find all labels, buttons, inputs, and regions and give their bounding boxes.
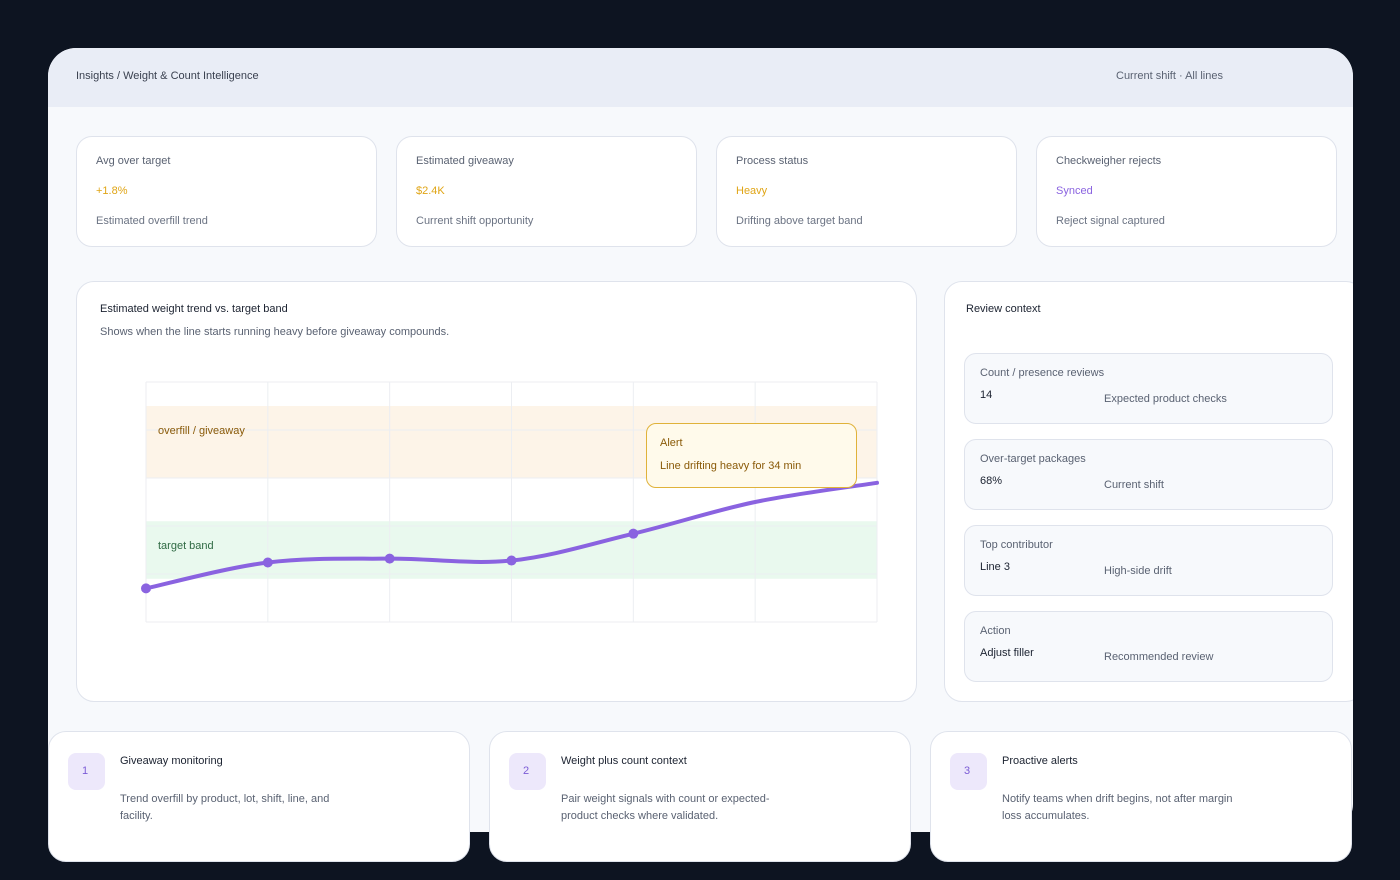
feature-card-proactive-alerts: 3 Proactive alerts Notify teams when dri… bbox=[930, 731, 1352, 862]
kpi-title: Avg over target bbox=[96, 155, 171, 167]
feature-title: Giveaway monitoring bbox=[120, 755, 223, 767]
app-window: Insights / Weight & Count Intelligence C… bbox=[48, 48, 1353, 832]
review-context-panel: Review context Count / presence reviews … bbox=[944, 281, 1353, 702]
review-item-action[interactable]: Action Adjust filler Recommended review bbox=[964, 611, 1333, 682]
kpi-title: Process status bbox=[736, 155, 809, 167]
kpi-title: Estimated giveaway bbox=[416, 155, 514, 167]
breadcrumb[interactable]: Insights / Weight & Count Intelligence bbox=[76, 70, 259, 82]
feature-description: Trend overfill by product, lot, shift, l… bbox=[120, 793, 330, 822]
kpi-card-avg-over-target: Avg over target +1.8% Estimated overfill… bbox=[76, 136, 377, 247]
review-item-label: Top contributor bbox=[980, 539, 1053, 551]
review-item-note: High-side drift bbox=[1104, 565, 1172, 577]
feature-card-weight-count-context: 2 Weight plus count context Pair weight … bbox=[489, 731, 911, 862]
kpi-card-estimated-giveaway: Estimated giveaway $2.4K Current shift o… bbox=[396, 136, 697, 247]
scope-selector[interactable]: Current shift · All lines bbox=[1116, 70, 1223, 82]
kpi-subtitle: Reject signal captured bbox=[1056, 215, 1165, 227]
data-point bbox=[141, 583, 151, 594]
review-item-value: Adjust filler bbox=[980, 647, 1034, 659]
review-item-label: Count / presence reviews bbox=[980, 367, 1105, 379]
review-item-label: Over-target packages bbox=[980, 453, 1086, 465]
kpi-subtitle: Current shift opportunity bbox=[416, 215, 534, 227]
weight-trend-chart: target band overfill / giveaway bbox=[141, 381, 879, 623]
data-point bbox=[506, 555, 517, 566]
review-item-note: Recommended review bbox=[1104, 651, 1214, 663]
kpi-title: Checkweigher rejects bbox=[1056, 155, 1162, 167]
chart-subtitle: Shows when the line starts running heavy… bbox=[100, 326, 450, 338]
review-item-note: Current shift bbox=[1104, 479, 1164, 491]
kpi-card-process-status: Process status Heavy Drifting above targ… bbox=[716, 136, 1017, 247]
feature-description: Pair weight signals with count or expect… bbox=[561, 793, 770, 822]
data-point bbox=[384, 553, 395, 564]
review-item-value: 14 bbox=[980, 389, 993, 401]
data-point bbox=[262, 557, 273, 568]
kpi-subtitle: Drifting above target band bbox=[736, 215, 863, 227]
feature-title: Weight plus count context bbox=[561, 755, 687, 767]
review-item-top-contributor[interactable]: Top contributor Line 3 High-side drift bbox=[964, 525, 1333, 596]
review-item-label: Action bbox=[980, 625, 1011, 637]
chart-title: Estimated weight trend vs. target band bbox=[100, 303, 288, 315]
drift-alert-tooltip[interactable]: Alert Line drifting heavy for 34 min bbox=[646, 423, 857, 488]
feature-number-badge: 2 bbox=[509, 753, 546, 790]
review-item-over-target[interactable]: Over-target packages 68% Current shift bbox=[964, 439, 1333, 510]
feature-description: Notify teams when drift begins, not afte… bbox=[1002, 793, 1233, 822]
top-bar: Insights / Weight & Count Intelligence C… bbox=[48, 48, 1353, 107]
kpi-card-checkweigher-rejects: Checkweigher rejects Synced Reject signa… bbox=[1036, 136, 1337, 247]
review-item-value: 68% bbox=[980, 475, 1003, 487]
kpi-value: $2.4K bbox=[416, 185, 445, 197]
band-label: overfill / giveaway bbox=[158, 425, 245, 437]
alert-text: Line drifting heavy for 34 min bbox=[660, 460, 802, 472]
kpi-value: Heavy bbox=[736, 185, 768, 197]
feature-number-badge: 1 bbox=[68, 753, 105, 790]
review-item-note: Expected product checks bbox=[1104, 393, 1227, 405]
data-point bbox=[628, 528, 639, 539]
band-label: target band bbox=[158, 540, 214, 552]
review-item-count-presence[interactable]: Count / presence reviews 14 Expected pro… bbox=[964, 353, 1333, 424]
kpi-value: Synced bbox=[1056, 185, 1093, 197]
alert-title: Alert bbox=[660, 437, 683, 449]
kpi-subtitle: Estimated overfill trend bbox=[96, 215, 208, 227]
feature-card-giveaway-monitoring: 1 Giveaway monitoring Trend overfill by … bbox=[48, 731, 470, 862]
feature-title: Proactive alerts bbox=[1002, 755, 1078, 767]
weight-trend-chart-card: target band overfill / giveaway Estimated… bbox=[76, 281, 917, 702]
feature-number-badge: 3 bbox=[950, 753, 987, 790]
review-title: Review context bbox=[966, 303, 1041, 315]
review-item-value: Line 3 bbox=[980, 561, 1010, 573]
kpi-value: +1.8% bbox=[96, 185, 128, 197]
